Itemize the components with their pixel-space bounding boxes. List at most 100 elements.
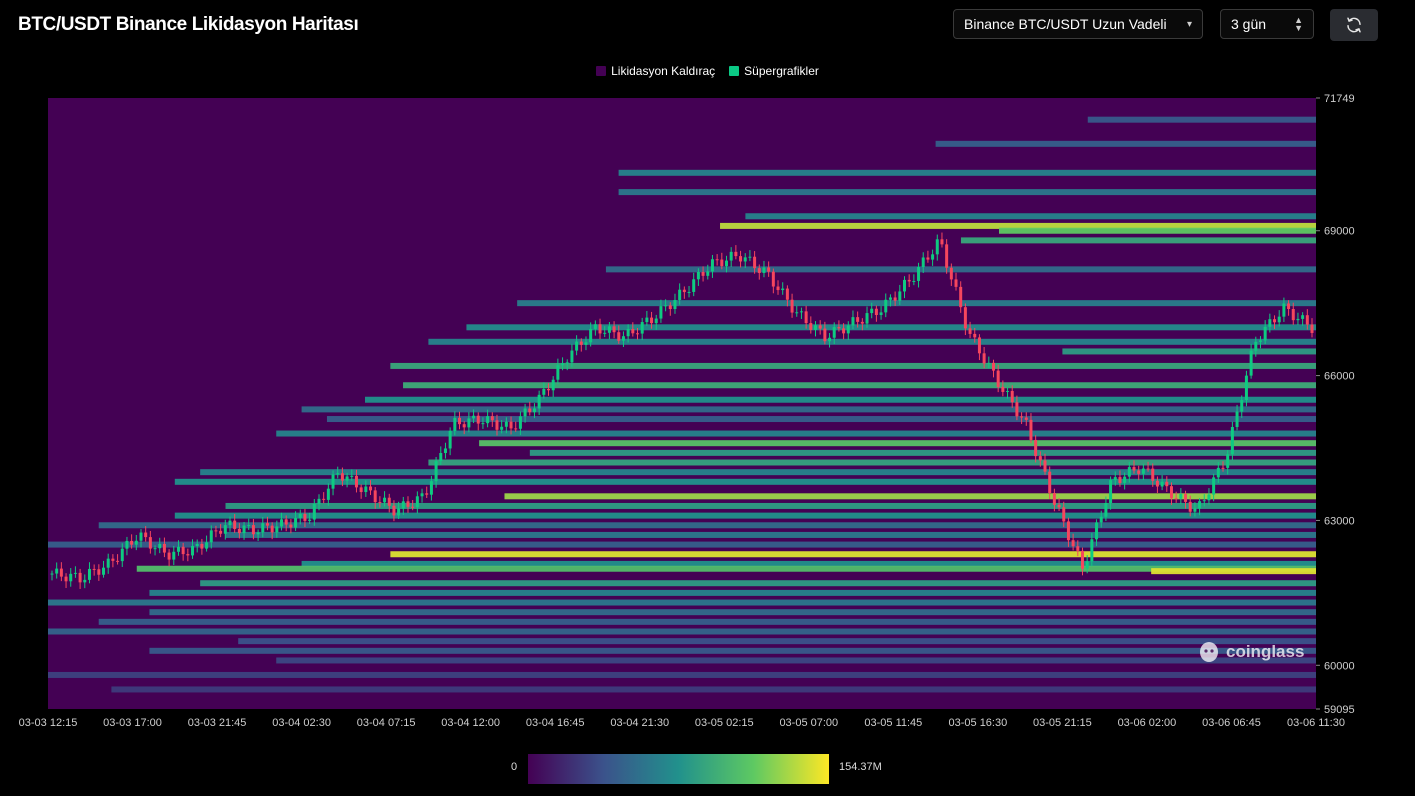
candle-body [50, 573, 54, 575]
candle-body [617, 332, 621, 341]
candle-body [1113, 477, 1117, 481]
candle-body [1254, 341, 1258, 351]
candle-body [55, 568, 59, 574]
liquidation-band [720, 222, 1316, 229]
candle-body [298, 513, 302, 518]
candle-body [1137, 470, 1141, 474]
candle-body [1179, 494, 1183, 499]
candle-body [1212, 477, 1216, 495]
candle-body [1301, 315, 1305, 319]
legend-label-leverage: Likidasyon Kaldıraç [611, 64, 716, 78]
coinglass-logo-icon [1200, 642, 1218, 662]
candle-body [823, 328, 827, 342]
candle-body [1216, 467, 1220, 478]
candle-body [125, 540, 129, 549]
exchange-select[interactable]: Binance BTC/USDT Uzun Vadeli ▾ [953, 9, 1203, 39]
candle-body [701, 271, 705, 276]
candle-body [111, 558, 115, 561]
candle-body [1310, 324, 1314, 333]
candle-body [650, 317, 654, 324]
candle-body [996, 370, 1000, 387]
liquidation-band [200, 469, 1316, 476]
candle-body [73, 572, 77, 574]
candle-body [1029, 419, 1033, 440]
candle-body [898, 291, 902, 301]
candle-body [1052, 493, 1056, 505]
candle-body [1062, 507, 1066, 522]
colorbar-max-label: 154.37M [839, 761, 882, 773]
chevron-updown-icon: ▲ ▼ [1294, 15, 1303, 33]
candle-body [153, 548, 157, 550]
legend-item-supercharts[interactable]: Süpergrafikler [729, 64, 819, 78]
y-tick-label: 59095 [1324, 704, 1355, 716]
candle-body [1080, 550, 1084, 569]
legend-swatch-leverage [596, 66, 607, 76]
liquidation-band [149, 647, 1317, 654]
candle-body [743, 257, 747, 262]
liquidation-band [301, 560, 1317, 567]
candle-body [518, 416, 522, 429]
x-tick-label: 03-04 12:00 [441, 717, 500, 729]
candle-body [1240, 400, 1244, 412]
period-select[interactable]: 3 gün ▲ ▼ [1220, 9, 1314, 39]
legend-item-leverage[interactable]: Likidasyon Kaldıraç [596, 64, 715, 78]
candle-body [1169, 486, 1173, 499]
candle-body [963, 307, 967, 329]
candle-body [551, 379, 555, 391]
candle-body [87, 568, 91, 580]
liquidation-band [225, 531, 1316, 538]
candle-body [523, 408, 527, 417]
candle-body [1273, 319, 1277, 323]
candle-body [828, 337, 832, 342]
candle-body [668, 305, 672, 310]
candle-body [78, 572, 82, 583]
candle-body [959, 286, 963, 308]
candle-body [420, 493, 424, 497]
candle-body [888, 297, 892, 300]
candle-body [340, 473, 344, 481]
liquidation-band [48, 671, 1316, 678]
candle-body [818, 325, 822, 329]
candle-body [228, 520, 232, 526]
candle-body [1230, 426, 1234, 455]
chevron-down-icon: ▾ [1186, 18, 1192, 30]
candle-body [345, 476, 349, 481]
candle-body [1006, 390, 1010, 392]
candle-body [584, 342, 588, 345]
legend-swatch-supercharts [729, 66, 740, 76]
candle-body [509, 421, 513, 429]
liquidation-band [98, 522, 1317, 529]
liquidation-band [999, 227, 1316, 234]
candle-body [387, 497, 391, 506]
liquidation-band [403, 382, 1316, 389]
candle-body [1141, 468, 1145, 474]
candle-body [734, 251, 738, 257]
candle-body [486, 416, 490, 424]
candle-body [912, 280, 916, 282]
candle-body [753, 256, 757, 269]
x-tick-label: 03-04 16:45 [526, 717, 585, 729]
candle-body [870, 308, 874, 314]
candle-body [514, 428, 518, 430]
candle-body [1066, 521, 1070, 541]
candle-body [1160, 481, 1164, 487]
candle-body [973, 333, 977, 338]
candle-body [209, 530, 213, 543]
y-tick-label: 66000 [1324, 371, 1355, 383]
candle-body [987, 362, 991, 364]
candle-body [607, 326, 611, 333]
candle-body [167, 552, 171, 560]
legend-label-supercharts: Süpergrafikler [744, 64, 819, 78]
liquidation-band [935, 140, 1316, 147]
candle-body [785, 288, 789, 300]
x-tick-label: 03-03 12:15 [19, 717, 78, 729]
candle-body [565, 362, 569, 364]
candle-body [200, 543, 204, 549]
refresh-button[interactable] [1330, 9, 1378, 41]
candle-body [593, 324, 597, 329]
candle-body [322, 498, 326, 500]
candle-body [1226, 454, 1230, 468]
candle-body [214, 530, 218, 532]
candle-body [579, 341, 583, 345]
